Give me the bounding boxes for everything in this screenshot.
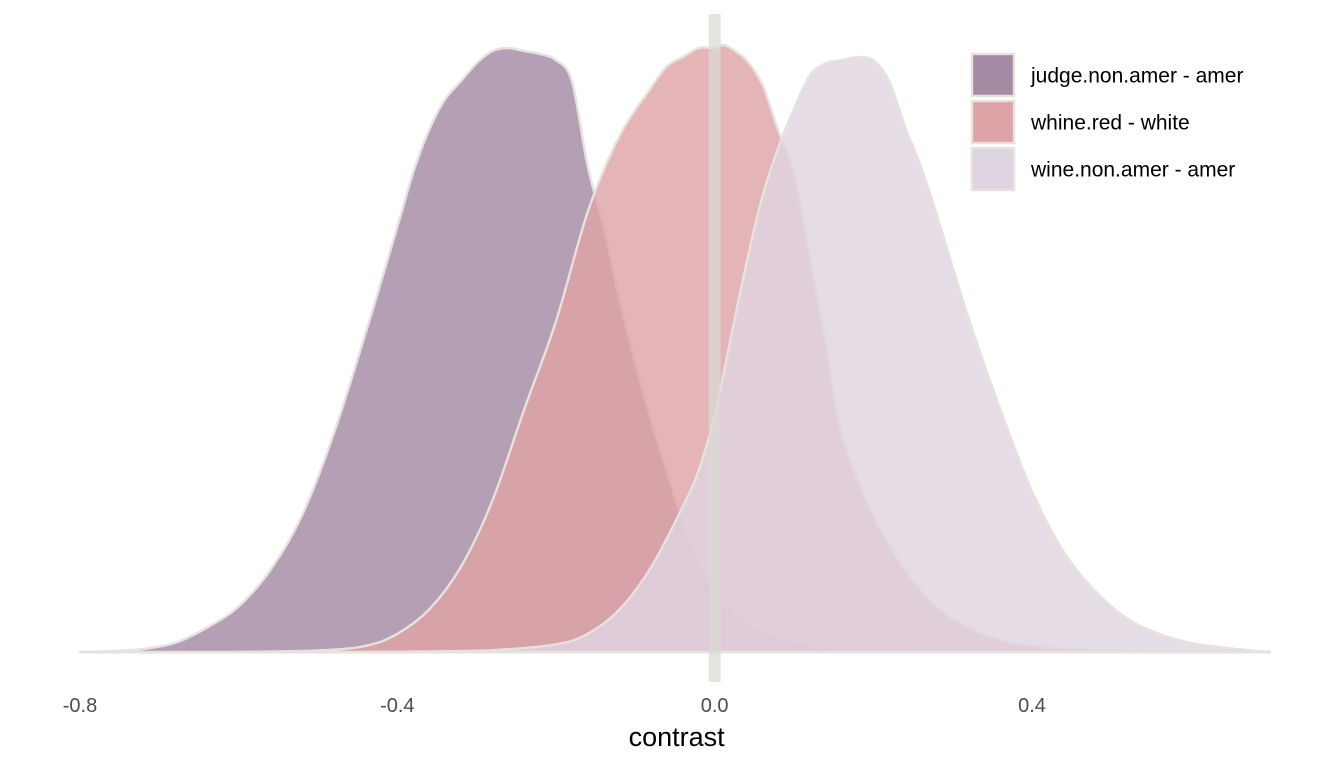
legend-label-whine-red-white: whine.red - white [1030, 112, 1190, 135]
density-area-wine-non-amer-amer [364, 55, 1272, 654]
x-tick-label: 0.0 [701, 695, 729, 717]
x-tick-label: -0.8 [63, 695, 97, 717]
legend-key-judge-non-amer-amer [970, 52, 1016, 98]
x-tick-label: 0.4 [1018, 695, 1046, 717]
x-axis-title: contrast [629, 722, 726, 752]
legend-label-judge-non-amer-amer: judge.non.amer - amer [1030, 65, 1243, 88]
legend-key-wine-non-amer-amer [970, 146, 1016, 192]
x-axis: -0.8 -0.4 0.0 0.4 contrast [63, 695, 1046, 752]
legend-key-whine-red-white [970, 99, 1016, 145]
legend-label-wine-non-amer-amer: wine.non.amer - amer [1030, 159, 1235, 182]
density-areas [78, 14, 1272, 682]
x-tick-label: -0.4 [380, 695, 414, 717]
legend: judge.non.amer - amer whine.red - white wi… [970, 52, 1243, 192]
